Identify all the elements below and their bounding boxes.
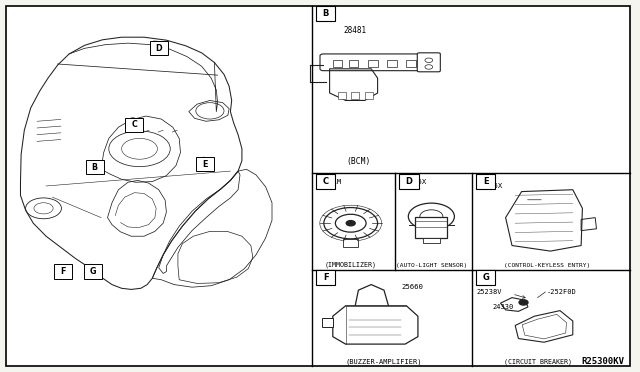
Bar	[196, 157, 214, 171]
Bar	[150, 41, 168, 55]
Text: D: D	[156, 44, 162, 53]
Bar	[423, 238, 440, 243]
Bar	[349, 60, 358, 67]
Circle shape	[346, 221, 355, 226]
Text: (BCM): (BCM)	[346, 157, 371, 166]
Text: C: C	[323, 177, 329, 186]
Text: F: F	[60, 267, 65, 276]
Text: (IMMOBILIZER): (IMMOBILIZER)	[324, 262, 377, 269]
Text: B: B	[323, 9, 329, 18]
Text: C: C	[131, 120, 138, 129]
Text: 28481: 28481	[343, 26, 366, 35]
Text: 25238V: 25238V	[477, 289, 502, 295]
Text: G: G	[90, 267, 96, 276]
Bar	[84, 264, 102, 279]
Text: B: B	[92, 163, 98, 172]
Text: 25660: 25660	[402, 284, 424, 290]
Bar	[333, 60, 342, 67]
Bar	[343, 239, 358, 247]
Text: (CONTROL-KEYLESS ENTRY): (CONTROL-KEYLESS ENTRY)	[504, 263, 590, 269]
Text: R25300KV: R25300KV	[581, 357, 624, 366]
Bar	[476, 270, 495, 285]
Bar	[399, 174, 419, 189]
Bar	[415, 217, 447, 238]
Bar	[125, 118, 143, 132]
Bar	[316, 270, 335, 285]
Bar	[316, 6, 335, 21]
Text: 28591M: 28591M	[316, 179, 342, 185]
Bar	[387, 60, 397, 67]
Bar	[54, 264, 72, 279]
Bar	[406, 60, 416, 67]
FancyBboxPatch shape	[320, 54, 422, 71]
Bar	[365, 92, 373, 99]
Bar	[322, 318, 333, 327]
Text: 28595X: 28595X	[477, 183, 503, 189]
Bar	[476, 174, 495, 189]
Text: D: D	[406, 177, 412, 186]
Text: F: F	[323, 273, 328, 282]
Text: (BUZZER-AMPLIFIER): (BUZZER-AMPLIFIER)	[346, 358, 422, 365]
FancyBboxPatch shape	[417, 53, 440, 72]
Bar	[338, 92, 346, 99]
Text: (AUTO-LIGHT SENSOR): (AUTO-LIGHT SENSOR)	[396, 263, 467, 268]
Text: G: G	[483, 273, 489, 282]
Text: E: E	[202, 160, 207, 169]
Text: E: E	[483, 177, 488, 186]
Text: -252F0D: -252F0D	[547, 289, 577, 295]
Text: 24330: 24330	[493, 304, 514, 310]
Bar	[316, 174, 335, 189]
Bar	[351, 92, 359, 99]
Text: (CIRCUIT BREAKER): (CIRCUIT BREAKER)	[504, 358, 572, 365]
Text: 28575X: 28575X	[400, 179, 426, 185]
Bar	[86, 160, 104, 174]
Bar	[368, 60, 378, 67]
Circle shape	[519, 300, 528, 305]
